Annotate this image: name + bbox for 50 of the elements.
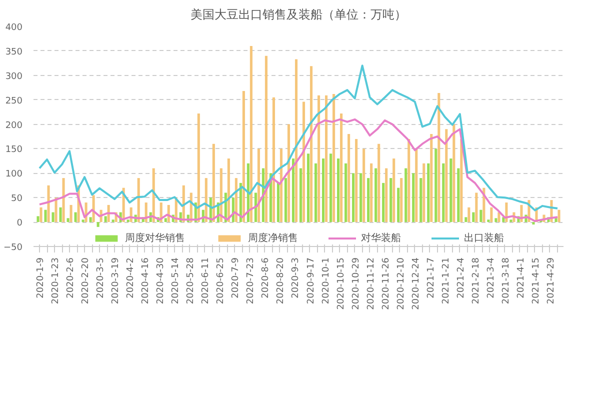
x-tick-label: 2020-11-12 — [366, 257, 376, 310]
x-tick-label: 2020-5-14 — [171, 257, 182, 304]
x-tick-label: 2021-4-29 — [546, 257, 556, 304]
x-tick-label: 2020-7-23 — [246, 258, 256, 304]
x-tick-label: 2020-11-26 — [381, 257, 392, 310]
x-tick-label: 2021-2-4 — [456, 257, 466, 298]
x-tick-label: 2020-12-10 — [396, 257, 406, 310]
x-tick-label: 2020-3-19 — [111, 257, 122, 304]
x-tick-label: 2020-6-25 — [216, 258, 226, 304]
legend-label: 出口装船 — [464, 232, 504, 245]
x-tick-label: 2021-3-18 — [501, 257, 512, 304]
y-tick-label: 350 — [5, 47, 23, 58]
x-tick-label: 2020-8-20 — [276, 257, 286, 304]
x-tick-label: 2020-8-6 — [261, 257, 272, 298]
y-tick-label: 150 — [5, 145, 23, 156]
legend-label: 周度净销售 — [248, 232, 298, 245]
y-tick-label: 400 — [5, 23, 23, 33]
x-tick-label: 2020-10-1 — [321, 258, 332, 304]
legend-label: 对华装船 — [361, 232, 401, 245]
x-tick-label: 2020-1-9 — [36, 257, 46, 298]
x-tick-label: 2020-1-23 — [51, 258, 62, 304]
y-tick-label: 0 — [16, 218, 23, 229]
x-tick-label: 2020-7-9 — [231, 257, 242, 298]
y-tick-label: 300 — [5, 72, 23, 82]
x-tick-label: 2021-1-7 — [426, 257, 436, 298]
x-tick-label: 2021-4-1 — [516, 257, 526, 298]
x-tick-label: 2020-3-5 — [96, 257, 106, 298]
y-tick-label: 50 — [11, 194, 23, 204]
x-tick-label: 2021-2-18 — [471, 257, 482, 304]
x-tick-label: 2020-12-24 — [411, 257, 422, 310]
x-tick-label: 2020-9-17 — [306, 258, 316, 304]
chart-title: 美国大豆出口销售及装船（单位：万吨） — [190, 8, 406, 22]
y-tick-label: 250 — [5, 96, 23, 106]
x-tick-label: 2021-1-21 — [441, 258, 452, 304]
legend-label: 周度对华销售 — [125, 232, 185, 245]
x-tick-label: 2021-4-15 — [531, 258, 542, 304]
y-tick-label: 200 — [5, 120, 23, 131]
x-tick-label: 2020-4-16 — [141, 257, 152, 304]
x-tick-label: 2020-10-15 — [336, 257, 346, 310]
y-tick-label: 100 — [5, 170, 23, 180]
x-tick-label: 2020-2-6 — [66, 257, 76, 298]
x-tick-label: 2020-9-3 — [291, 257, 302, 298]
x-tick-label: 2020-2-20 — [81, 257, 92, 304]
y-tick-label: −50 — [4, 243, 23, 253]
x-tick-label: 2020-4-2 — [126, 257, 136, 298]
x-tick-label: 2021-3-4 — [486, 257, 496, 298]
x-tick-label: 2020-4-30 — [156, 257, 166, 304]
x-tick-label: 2020-6-11 — [201, 258, 212, 304]
x-tick-label: 2020-10-29 — [351, 257, 362, 310]
x-tick-label: 2020-5-28 — [186, 257, 196, 304]
